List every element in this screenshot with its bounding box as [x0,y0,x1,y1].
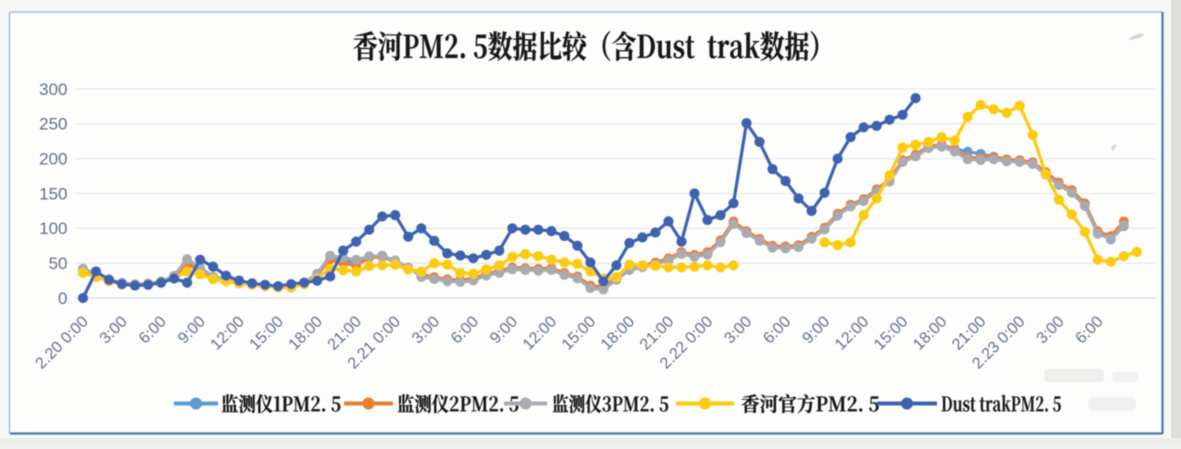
svg-text:150: 150 [39,184,67,203]
svg-text:200: 200 [39,150,67,169]
svg-text:0: 0 [58,289,67,308]
svg-text:250: 250 [39,115,67,134]
svg-text:300: 300 [39,80,67,99]
svg-text:50: 50 [49,254,68,273]
svg-text:100: 100 [39,219,67,238]
